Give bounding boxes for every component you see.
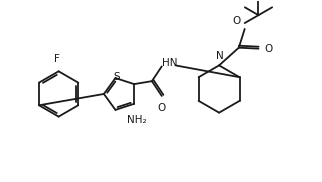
Text: F: F [54, 54, 60, 64]
Text: O: O [157, 103, 166, 113]
Text: S: S [113, 72, 120, 82]
Text: HN: HN [162, 58, 177, 68]
Text: NH₂: NH₂ [127, 115, 147, 125]
Text: O: O [264, 44, 273, 54]
Text: N: N [216, 52, 224, 62]
Text: O: O [233, 16, 241, 26]
